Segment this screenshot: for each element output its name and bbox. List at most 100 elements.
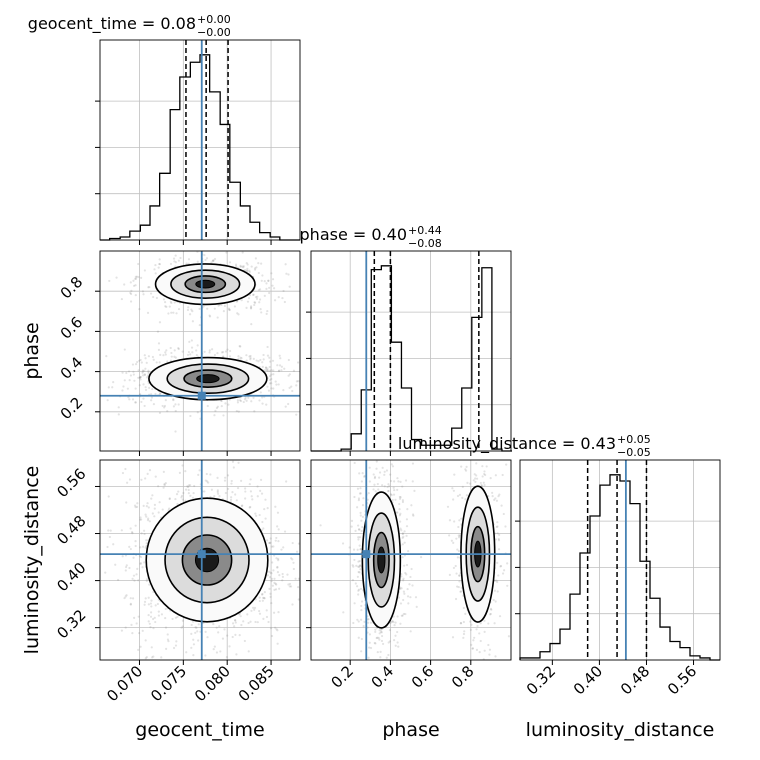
scatter-point [307, 562, 309, 564]
scatter-point [140, 532, 143, 535]
scatter-point [463, 427, 465, 429]
scatter-point [172, 398, 175, 402]
scatter-point [287, 358, 290, 362]
scatter-point [127, 370, 131, 373]
scatter-point [136, 360, 139, 364]
scatter-point [128, 545, 131, 549]
scatter-point [141, 371, 144, 374]
scatter-point [289, 585, 293, 588]
scatter-point [138, 359, 141, 362]
scatter-point [147, 372, 150, 375]
scatter-point [216, 405, 219, 408]
scatter-point [164, 399, 167, 402]
scatter-point [361, 667, 363, 669]
scatter-point [474, 477, 477, 480]
scatter-point [354, 582, 357, 585]
scatter-point [272, 287, 276, 290]
scatter-point [236, 486, 240, 490]
scatter-point [154, 604, 157, 607]
scatter-point [203, 490, 206, 493]
scatter-point [166, 409, 169, 413]
scatter-point [125, 564, 128, 567]
scatter-point [239, 399, 243, 403]
title-subscript: −0.08 [408, 237, 442, 250]
scatter-point [208, 314, 211, 317]
scatter-point [412, 514, 415, 517]
scatter-point [111, 386, 114, 389]
density-content [311, 427, 511, 669]
scatter-point [134, 540, 137, 543]
scatter-point [138, 308, 141, 311]
scatter-point [313, 392, 315, 394]
scatter-point [187, 485, 190, 489]
scatter-point [184, 470, 187, 473]
scatter-point [133, 616, 136, 619]
scatter-point [195, 354, 198, 357]
scatter-point [408, 583, 411, 586]
scatter-point [460, 517, 463, 520]
scatter-point [256, 621, 259, 624]
y-tick-label: 0.32 [53, 606, 89, 642]
scatter-point [273, 581, 276, 584]
scatter-point [145, 542, 148, 545]
scatter-point [266, 367, 269, 370]
scatter-point [137, 369, 140, 372]
scatter-point [378, 632, 381, 635]
scatter-point [152, 403, 156, 406]
scatter-point [239, 615, 242, 618]
scatter-point [387, 489, 390, 493]
scatter-point [295, 413, 298, 416]
scatter-point [497, 495, 500, 498]
density-content [100, 460, 323, 660]
scatter-point [287, 374, 290, 377]
scatter-point [464, 498, 467, 501]
scatter-point [291, 603, 294, 606]
scatter-point [450, 539, 453, 542]
scatter-point [357, 589, 360, 592]
scatter-point [363, 475, 366, 478]
scatter-point [146, 472, 149, 475]
scatter-point [253, 301, 256, 304]
scatter-point [257, 288, 260, 292]
scatter-point [131, 597, 135, 600]
scatter-point [206, 480, 209, 483]
scatter-point [227, 487, 230, 491]
scatter-point [317, 593, 319, 595]
density-panel-phase__luminosity_distance [310, 427, 512, 669]
scatter-point [259, 478, 263, 481]
scatter-point [368, 466, 371, 469]
scatter-point [288, 285, 291, 288]
scatter-point [152, 358, 155, 361]
scatter-point [228, 645, 231, 648]
scatter-point [399, 527, 402, 530]
scatter-point [396, 511, 399, 514]
scatter-point [165, 647, 168, 650]
scatter-point [320, 576, 322, 578]
scatter-point [157, 485, 160, 488]
scatter-point [277, 557, 280, 560]
scatter-point [253, 301, 257, 304]
scatter-point [359, 568, 362, 571]
scatter-point [188, 340, 191, 343]
scatter-point [358, 472, 361, 475]
scatter-point [277, 611, 280, 614]
scatter-point [499, 455, 501, 457]
scatter-point [134, 401, 137, 404]
scatter-point [153, 507, 156, 510]
scatter-point [125, 371, 128, 375]
scatter-point [273, 299, 277, 302]
scatter-point [247, 650, 250, 653]
scatter-point [278, 369, 281, 372]
scatter-point [402, 598, 405, 602]
scatter-point [128, 566, 131, 570]
scatter-point [399, 587, 402, 590]
scatter-point [397, 596, 400, 599]
scatter-point [276, 525, 279, 528]
scatter-point [235, 409, 238, 413]
scatter-point [270, 579, 273, 583]
scatter-point [489, 613, 492, 616]
scatter-point [265, 539, 269, 542]
scatter-point [321, 648, 323, 650]
scatter-point [272, 545, 275, 548]
scatter-point [390, 620, 393, 623]
